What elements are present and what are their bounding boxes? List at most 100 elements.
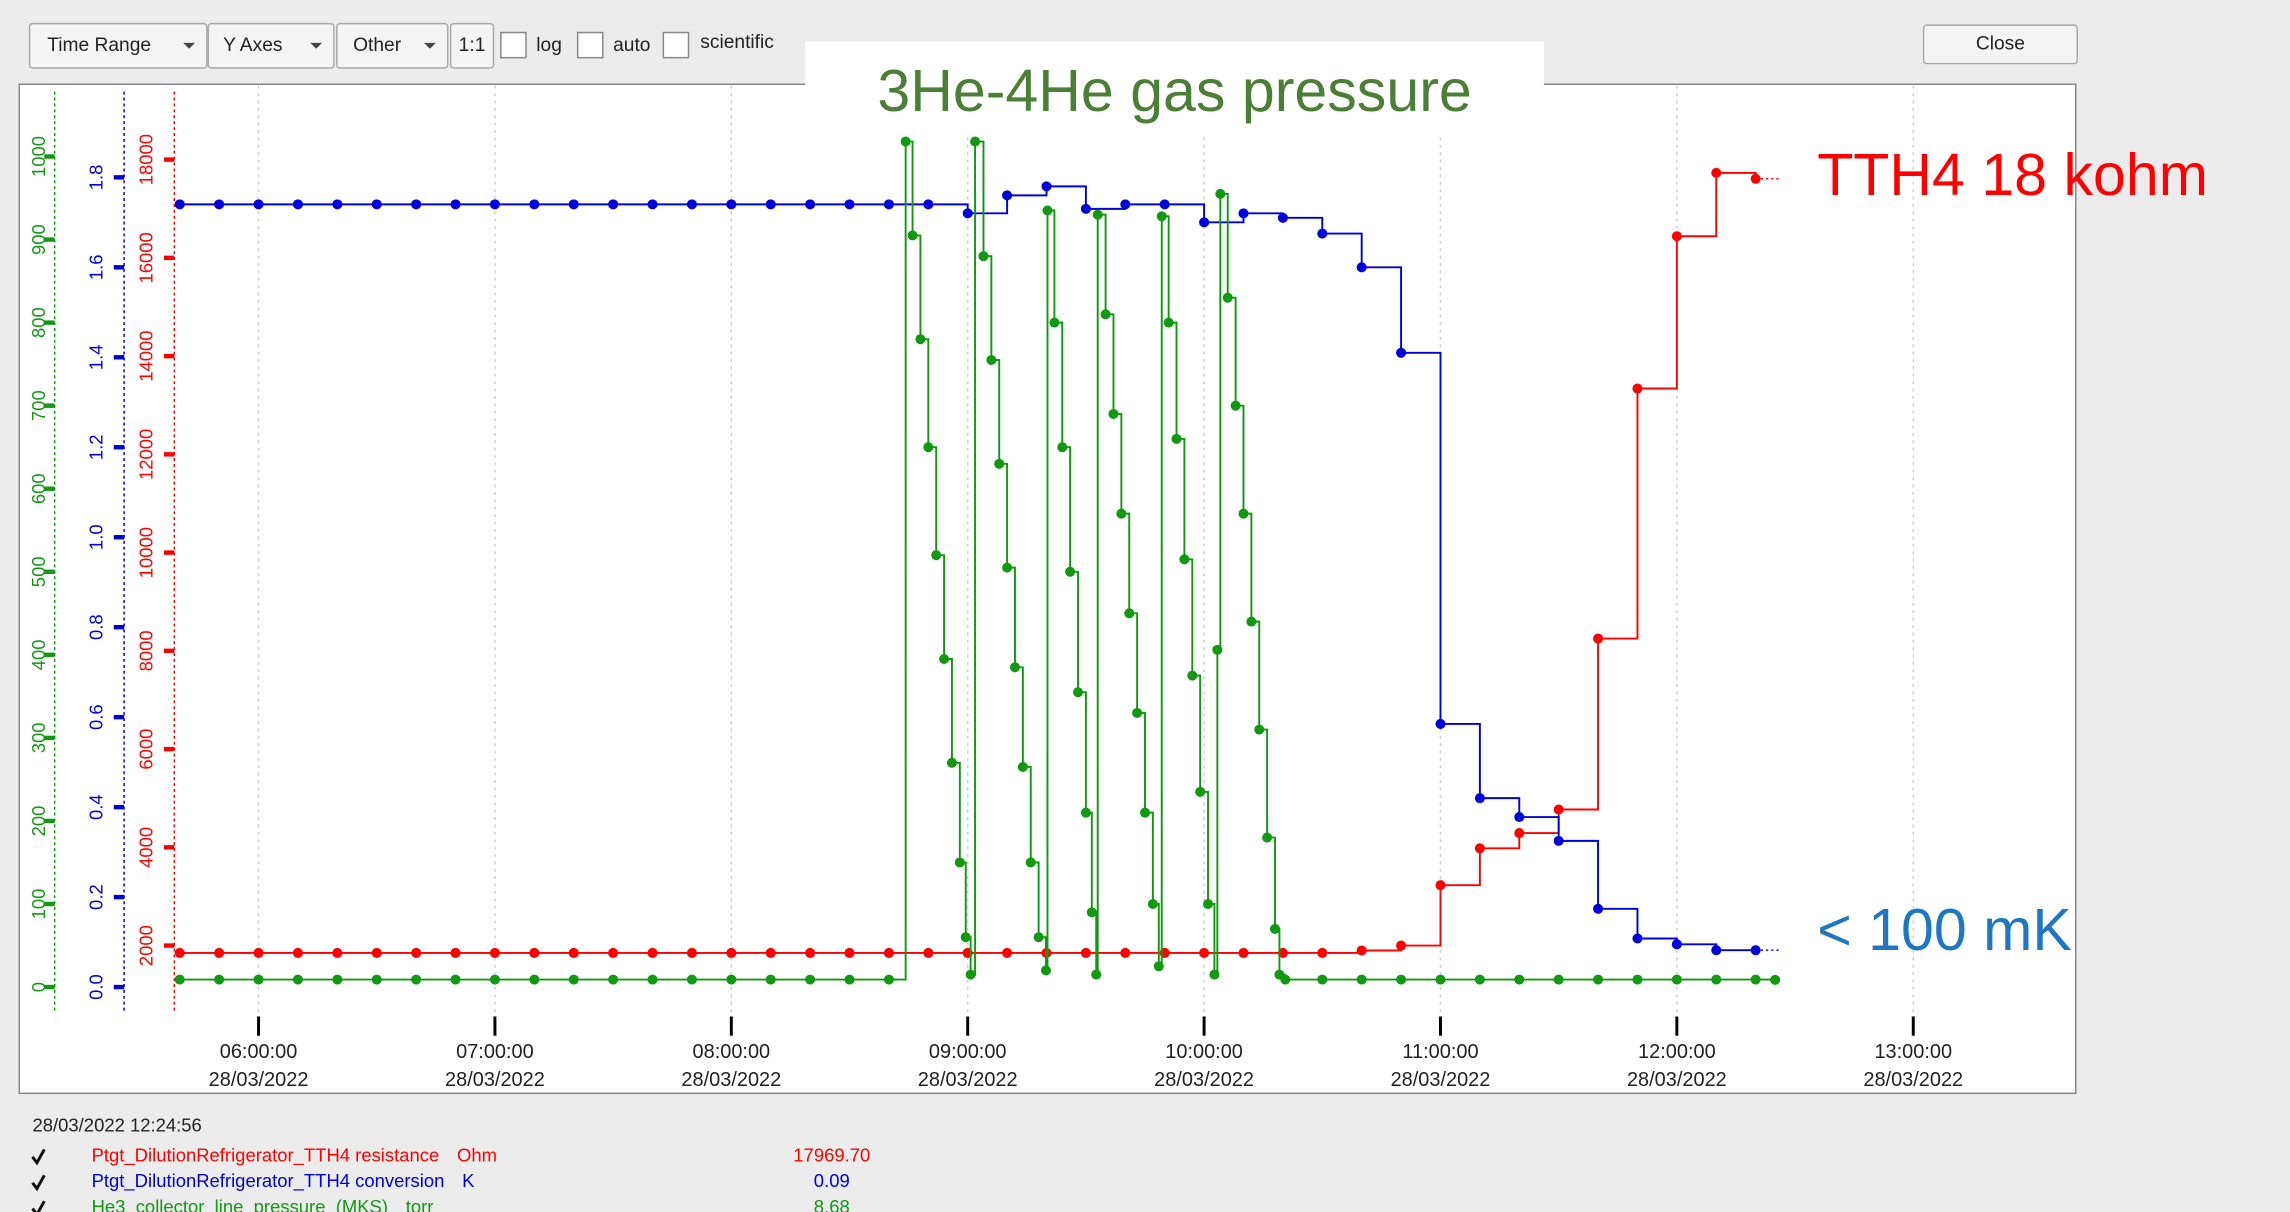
data-point bbox=[450, 974, 461, 985]
data-point bbox=[805, 974, 816, 985]
y-tick-label: 1.6 bbox=[85, 255, 106, 281]
data-point bbox=[1057, 442, 1068, 453]
data-point bbox=[1238, 947, 1249, 958]
data-point bbox=[765, 947, 776, 958]
data-point bbox=[253, 974, 264, 985]
data-point bbox=[1711, 945, 1722, 956]
checkbox[interactable] bbox=[576, 31, 604, 59]
checkbox[interactable] bbox=[662, 31, 690, 59]
other-button[interactable] bbox=[336, 22, 449, 69]
y-tick-label: 800 bbox=[28, 307, 49, 338]
data-point bbox=[726, 947, 737, 958]
data-point bbox=[1163, 317, 1174, 328]
y-tick-label: 16000 bbox=[136, 232, 157, 283]
data-point bbox=[529, 947, 540, 958]
data-point bbox=[686, 199, 697, 210]
data-point bbox=[1002, 947, 1013, 958]
data-point bbox=[1080, 203, 1091, 214]
check-mark bbox=[31, 1200, 46, 1212]
data-point bbox=[1750, 974, 1761, 985]
close-button[interactable] bbox=[1922, 24, 2078, 65]
data-point bbox=[1277, 212, 1288, 223]
x-tick-label: 12:00:00 bbox=[1638, 1041, 1716, 1063]
data-point bbox=[1514, 812, 1525, 823]
y-tick-label: 0 bbox=[28, 982, 49, 992]
data-point bbox=[1553, 974, 1564, 985]
data-point bbox=[1049, 317, 1060, 328]
data-point bbox=[608, 974, 619, 985]
data-point bbox=[214, 974, 225, 985]
data-point bbox=[1195, 786, 1206, 797]
data-point bbox=[1474, 793, 1485, 804]
dropdown-arrow bbox=[183, 42, 196, 49]
x-tick-date: 28/03/2022 bbox=[681, 1069, 781, 1091]
data-point bbox=[1042, 205, 1053, 216]
data-point bbox=[931, 550, 942, 561]
annotation-background bbox=[805, 41, 1544, 134]
data-point bbox=[1171, 433, 1182, 444]
data-point bbox=[450, 947, 461, 958]
y-tick-label: 200 bbox=[28, 806, 49, 837]
data-point bbox=[900, 136, 911, 147]
y-tick-label: 600 bbox=[28, 473, 49, 504]
data-point bbox=[1212, 644, 1223, 655]
data-point bbox=[1153, 961, 1164, 972]
x-tick-label: 10:00:00 bbox=[1165, 1041, 1243, 1063]
y-axes-button[interactable] bbox=[207, 22, 335, 69]
check-mark bbox=[31, 1174, 46, 1192]
time-range-button[interactable] bbox=[28, 22, 208, 69]
data-point bbox=[174, 974, 185, 985]
data-point bbox=[965, 969, 976, 980]
data-point bbox=[1262, 832, 1273, 843]
data-point bbox=[1671, 231, 1682, 242]
ratio-button[interactable] bbox=[449, 22, 495, 69]
dropdown-arrow bbox=[424, 42, 436, 49]
y-tick-label: 4000 bbox=[136, 827, 157, 868]
timestamp: 28/03/2022 12:24:56 bbox=[33, 1115, 202, 1136]
x-tick-date: 28/03/2022 bbox=[1863, 1069, 1963, 1091]
x-tick-label: 06:00:00 bbox=[220, 1041, 298, 1063]
data-point bbox=[915, 334, 926, 345]
data-point bbox=[883, 974, 894, 985]
data-point bbox=[1120, 199, 1131, 210]
data-point bbox=[1396, 974, 1407, 985]
data-point bbox=[1238, 508, 1249, 519]
y-tick-label: 10000 bbox=[136, 527, 157, 578]
data-point bbox=[765, 199, 776, 210]
data-point bbox=[1091, 969, 1102, 980]
data-point bbox=[371, 199, 382, 210]
data-point bbox=[608, 199, 619, 210]
data-point bbox=[907, 230, 918, 241]
row-name: Ptgt_DilutionRefrigerator_TTH4 resistanc… bbox=[92, 1144, 497, 1166]
data-point bbox=[1139, 807, 1151, 818]
x-tick-label: 09:00:00 bbox=[929, 1041, 1007, 1063]
data-point bbox=[1025, 857, 1036, 868]
y-tick-label: 14000 bbox=[136, 330, 157, 381]
y-tick-label: 8000 bbox=[136, 630, 157, 671]
data-point bbox=[1179, 554, 1190, 565]
data-point bbox=[253, 199, 264, 210]
x-tick-label: 13:00:00 bbox=[1874, 1041, 1952, 1063]
data-point bbox=[568, 974, 579, 985]
annotation: < 100 mK bbox=[1817, 897, 2072, 963]
data-point bbox=[1474, 974, 1485, 985]
data-point bbox=[1593, 974, 1604, 985]
series-unit: torr bbox=[406, 1196, 434, 1212]
y-tick-label: 2000 bbox=[136, 925, 157, 966]
series-unit: K bbox=[462, 1170, 475, 1191]
y-tick-label: 500 bbox=[28, 556, 49, 587]
data-point bbox=[946, 757, 957, 768]
data-point bbox=[686, 947, 697, 958]
data-point bbox=[883, 199, 894, 210]
data-point bbox=[1065, 566, 1076, 577]
checkbox[interactable] bbox=[500, 31, 527, 59]
data-point bbox=[1147, 898, 1158, 910]
series-unit: Ohm bbox=[457, 1144, 497, 1165]
data-point bbox=[1230, 400, 1241, 411]
data-point bbox=[450, 199, 461, 210]
data-point bbox=[1514, 828, 1525, 839]
data-point bbox=[1711, 974, 1722, 985]
data-point bbox=[986, 354, 997, 366]
data-point bbox=[1203, 898, 1214, 910]
data-point bbox=[371, 947, 382, 958]
